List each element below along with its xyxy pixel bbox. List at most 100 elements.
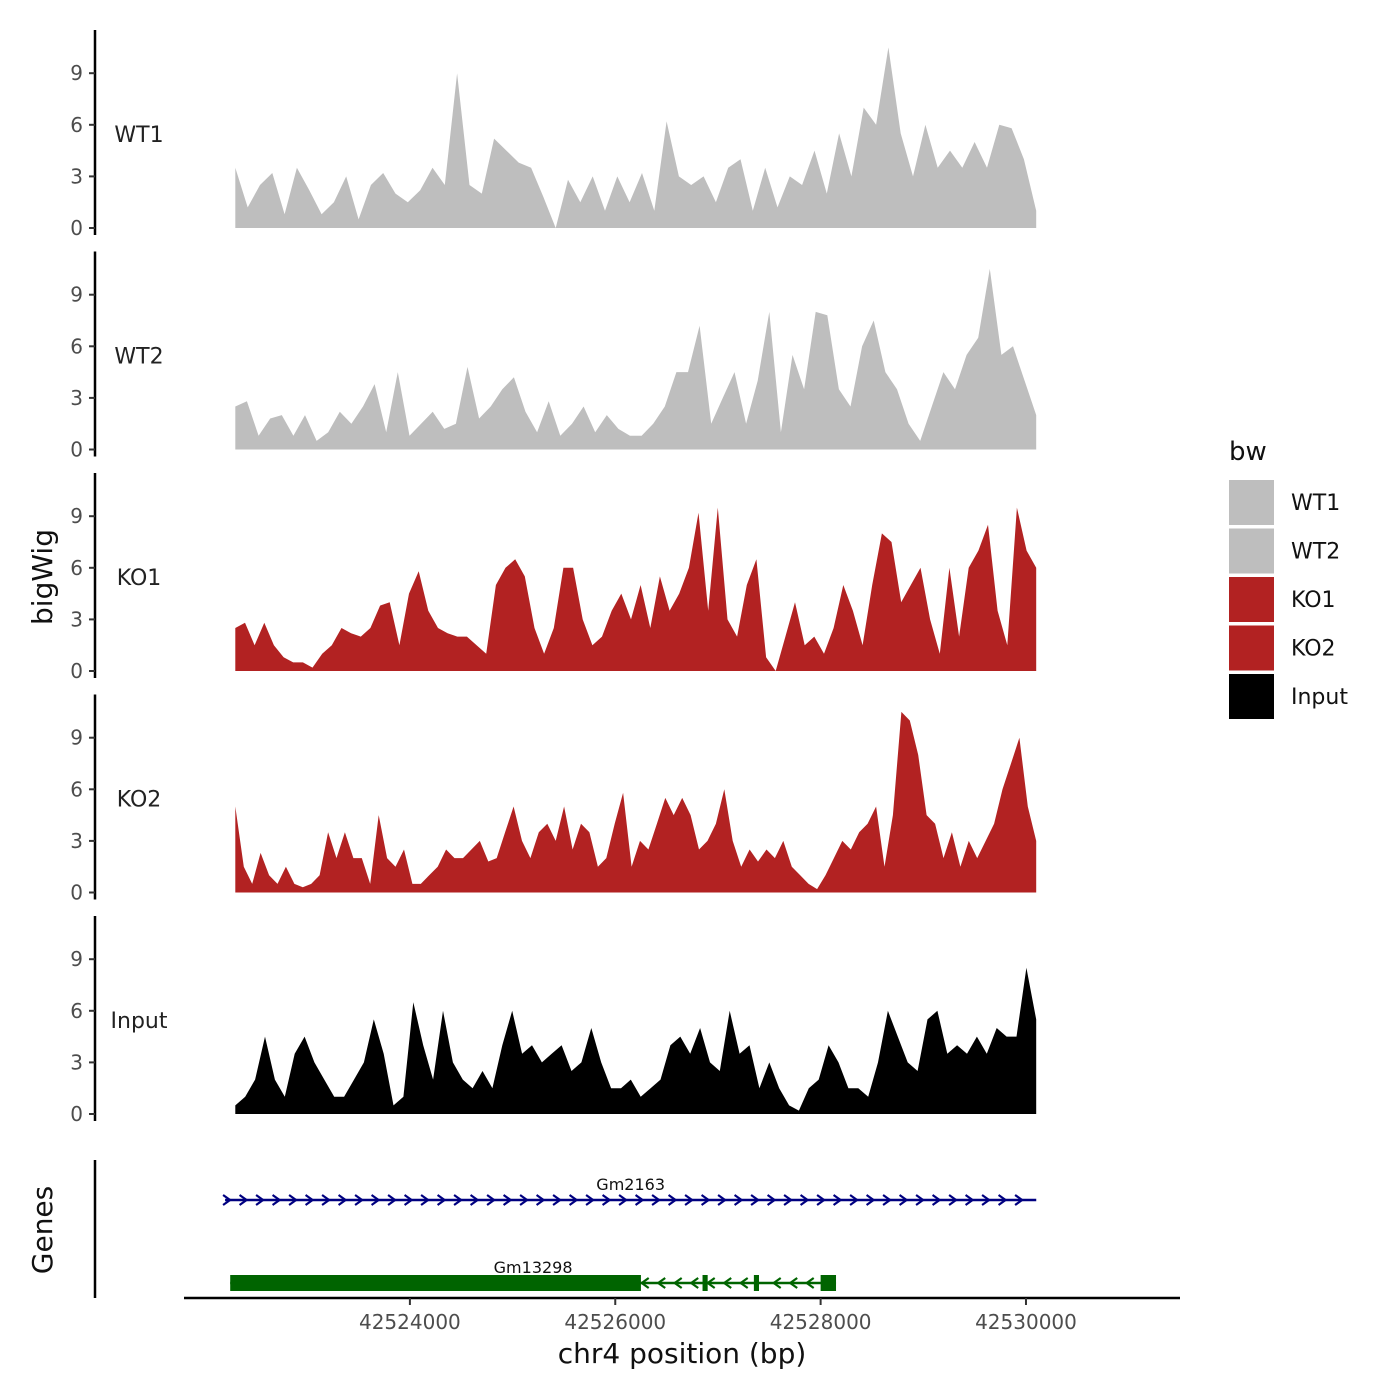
strand-arrow-gm2163 [370,1194,381,1206]
strand-arrow-gm2163 [766,1194,777,1206]
gene-label-gm13298: Gm13298 [494,1258,573,1277]
y-tick-label-ko1: 0 [70,659,83,683]
strand-arrow-gm13298 [672,1277,683,1289]
strand-arrow-gm2163 [288,1194,298,1206]
strand-arrow-gm13298 [738,1277,749,1289]
y-tick-label-wt1: 0 [70,216,83,240]
y-tick-label-wt2: 0 [70,438,83,462]
track-label-wt1: WT1 [114,123,163,148]
strand-arrow-gm2163 [238,1194,249,1206]
strand-arrow-gm2163 [222,1194,232,1206]
track-label-wt2: WT2 [114,345,163,370]
strand-arrow-gm2163 [667,1194,678,1206]
y-tick-label-input: 9 [70,947,83,971]
strand-arrow-gm2163 [799,1194,810,1206]
strand-arrow-gm2163 [420,1194,430,1206]
strand-arrow-gm13298 [689,1277,699,1289]
gene-exon-gm13298 [753,1275,760,1291]
y-tick-label-ko1: 3 [70,607,83,631]
x-tick-label: 42526000 [564,1310,666,1334]
strand-arrow-gm2163 [898,1194,909,1206]
x-axis: 42524000 42526000 42528000 42530000 [184,1296,1180,1334]
y-tick-label-ko2: 3 [70,829,83,853]
y-tick-label-wt1: 9 [70,61,83,85]
strand-arrow-gm2163 [304,1194,315,1206]
legend-swatch-wt1 [1229,480,1274,525]
gene-exon-gm13298 [702,1275,708,1291]
strand-arrow-gm2163 [535,1194,546,1206]
strand-arrow-gm2163 [568,1194,579,1206]
strand-arrow-gm2163 [502,1194,513,1206]
gene-gm2163: Gm2163 [222,1175,1037,1206]
y-tick-label-wt2: 3 [70,386,83,410]
x-tick-label: 42528000 [770,1310,872,1334]
strand-arrow-gm2163 [997,1194,1008,1206]
coverage-area-wt2 [235,268,1037,450]
strand-arrow-gm2163 [865,1194,876,1206]
legend-swatch-ko2 [1229,625,1274,671]
strand-arrow-gm2163 [271,1194,282,1206]
y-tick-label-ko1: 6 [70,556,83,580]
y-tick-label-ko2: 6 [70,777,83,801]
strand-arrow-gm2163 [964,1194,975,1206]
genes-group: Gm2163 Gm13298 [93,1160,1037,1298]
strand-arrow-gm2163 [255,1194,265,1206]
y-tick-label-ko2: 9 [70,726,83,750]
y-tick-label-input: 3 [70,1050,83,1074]
strand-arrow-gm2163 [403,1194,414,1206]
strand-arrow-gm13298 [639,1277,650,1289]
legend: WT1 WT2 KO1 KO2 Input [1229,480,1348,719]
strand-arrow-gm2163 [337,1194,348,1206]
x-axis-title: chr4 position (bp) [558,1337,807,1370]
strand-arrow-gm2163 [783,1194,793,1206]
strand-arrow-gm13298 [722,1277,732,1289]
strand-arrow-gm2163 [733,1194,744,1206]
strand-arrow-gm2163 [634,1194,645,1206]
y-axis-title: bigWig [26,529,59,625]
strand-arrow-gm2163 [684,1194,694,1206]
strand-arrow-gm2163 [601,1194,612,1206]
gene-exon-gm13298 [230,1275,641,1291]
track-label-ko2: KO2 [117,788,162,813]
y-tick-label-input: 6 [70,999,83,1023]
strand-arrow-gm2163 [618,1194,628,1206]
strand-arrow-gm2163 [1014,1194,1024,1206]
y-tick-label-input: 0 [70,1102,83,1126]
legend-swatch-ko1 [1229,577,1274,622]
track-wt2: 0 3 6 9 WT2 [70,251,1037,462]
track-ko2: 0 3 6 9 KO2 [70,694,1037,905]
strand-arrow-gm2163 [981,1194,991,1206]
legend-swatch-wt2 [1229,528,1274,574]
strand-arrow-gm2163 [354,1194,364,1206]
genes-axis-title: Genes [26,1186,59,1274]
strand-arrow-gm13298 [788,1277,798,1289]
y-tick-label-wt1: 3 [70,164,83,188]
legend-swatch-input [1229,674,1274,719]
strand-arrow-gm2163 [436,1194,447,1206]
x-tick-label: 42530000 [975,1310,1077,1334]
strand-arrow-gm13298 [705,1277,716,1289]
strand-arrow-gm2163 [849,1194,859,1206]
legend-label-ko1: KO1 [1291,588,1336,613]
strand-arrow-gm2163 [717,1194,727,1206]
y-tick-label-wt1: 6 [70,113,83,137]
y-tick-label-wt2: 9 [70,283,83,307]
strand-arrow-gm13298 [771,1277,782,1289]
coverage-area-wt1 [235,47,1037,229]
coverage-area-input [235,967,1037,1114]
track-input: 0 3 6 9 Input [70,916,1037,1126]
gene-label-gm2163: Gm2163 [596,1175,665,1194]
strand-arrow-gm2163 [931,1194,942,1206]
strand-arrow-gm2163 [585,1194,595,1206]
strand-arrow-gm2163 [816,1194,826,1206]
strand-arrow-gm13298 [804,1277,815,1289]
strand-arrow-gm2163 [700,1194,711,1206]
coverage-area-ko1 [235,507,1037,671]
legend-title: bw [1229,437,1267,467]
legend-label-input: Input [1291,685,1348,710]
strand-arrow-gm2163 [387,1194,397,1206]
tracks-group: 0 3 6 9 WT1 0 3 6 9 WT2 0 3 6 9 KO1 0 3 6 9 KO2 0 3 6 9 Input [70,30,1037,1126]
x-tick-label: 42524000 [359,1310,461,1334]
strand-arrow-gm2163 [882,1194,892,1206]
